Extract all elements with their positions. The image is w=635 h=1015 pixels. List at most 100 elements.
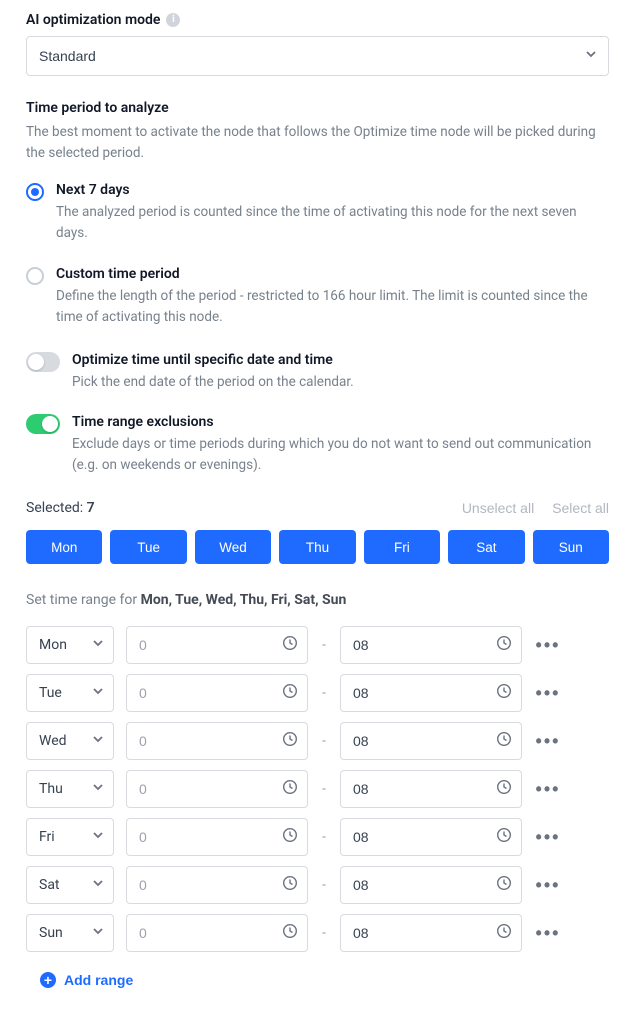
- range-more-button[interactable]: •••: [534, 631, 562, 659]
- toggle-item: Optimize time until specific date and ti…: [26, 352, 609, 393]
- day-button[interactable]: Sat: [448, 530, 524, 564]
- radio-option: Next 7 days The analyzed period is count…: [26, 182, 609, 244]
- range-day-select-wrap: Thu: [26, 770, 114, 808]
- range-day-select-wrap: Tue: [26, 674, 114, 712]
- range-from-input[interactable]: [126, 866, 308, 904]
- opt-mode-label-text: AI optimization mode: [26, 12, 160, 28]
- range-separator: -: [320, 637, 328, 653]
- range-separator: -: [320, 781, 328, 797]
- range-day-select-wrap: Mon: [26, 626, 114, 664]
- radio-control[interactable]: [26, 183, 44, 201]
- day-button[interactable]: Sun: [533, 530, 609, 564]
- range-from-input[interactable]: [126, 722, 308, 760]
- range-day-select[interactable]: Fri: [26, 818, 114, 856]
- range-row: Tue - •••: [26, 674, 609, 712]
- add-range-button[interactable]: + Add range: [26, 962, 133, 988]
- day-button[interactable]: Fri: [364, 530, 440, 564]
- range-to-wrap: [340, 914, 522, 952]
- range-row: Sun - •••: [26, 914, 609, 952]
- selected-count: 7: [87, 500, 95, 516]
- range-to-wrap: [340, 674, 522, 712]
- period-title: Time period to analyze: [26, 100, 609, 116]
- selected-prefix: Selected:: [26, 500, 87, 516]
- opt-mode-select[interactable]: Standard: [26, 36, 609, 76]
- range-from-input[interactable]: [126, 818, 308, 856]
- range-to-input[interactable]: [340, 914, 522, 952]
- range-to-input[interactable]: [340, 626, 522, 664]
- range-row: Sat - •••: [26, 866, 609, 904]
- range-from-wrap: [126, 770, 308, 808]
- range-more-button[interactable]: •••: [534, 919, 562, 947]
- range-from-input[interactable]: [126, 626, 308, 664]
- range-to-input[interactable]: [340, 866, 522, 904]
- range-more-button[interactable]: •••: [534, 871, 562, 899]
- range-day-select[interactable]: Sat: [26, 866, 114, 904]
- radio-option: Custom time period Define the length of …: [26, 266, 609, 328]
- select-all-button[interactable]: Select all: [552, 500, 609, 516]
- dots-icon: •••: [536, 779, 561, 800]
- day-button[interactable]: Thu: [279, 530, 355, 564]
- range-to-wrap: [340, 722, 522, 760]
- range-row: Thu - •••: [26, 770, 609, 808]
- range-day-select[interactable]: Wed: [26, 722, 114, 760]
- opt-mode-label: AI optimization mode i: [26, 12, 609, 28]
- range-more-button[interactable]: •••: [534, 775, 562, 803]
- range-day-select-wrap: Fri: [26, 818, 114, 856]
- range-day-select[interactable]: Sun: [26, 914, 114, 952]
- unselect-all-button[interactable]: Unselect all: [462, 500, 534, 516]
- range-to-input[interactable]: [340, 770, 522, 808]
- dots-icon: •••: [536, 827, 561, 848]
- range-row: Wed - •••: [26, 722, 609, 760]
- range-row: Mon - •••: [26, 626, 609, 664]
- range-from-wrap: [126, 722, 308, 760]
- range-separator: -: [320, 829, 328, 845]
- range-from-input[interactable]: [126, 674, 308, 712]
- range-to-wrap: [340, 866, 522, 904]
- toggle-desc: Exclude days or time periods during whic…: [72, 434, 609, 476]
- toggle-control[interactable]: [26, 352, 60, 372]
- range-separator: -: [320, 733, 328, 749]
- range-day-select[interactable]: Mon: [26, 626, 114, 664]
- toggle-title: Time range exclusions: [72, 414, 609, 430]
- selected-count-label: Selected: 7: [26, 500, 444, 516]
- radio-desc: Define the length of the period - restri…: [56, 286, 609, 328]
- range-to-wrap: [340, 818, 522, 856]
- day-button[interactable]: Wed: [195, 530, 271, 564]
- toggle-desc: Pick the end date of the period on the c…: [72, 372, 609, 393]
- range-more-button[interactable]: •••: [534, 823, 562, 851]
- toggle-control[interactable]: [26, 414, 60, 434]
- range-day-select-wrap: Sat: [26, 866, 114, 904]
- toggle-title: Optimize time until specific date and ti…: [72, 352, 609, 368]
- range-from-input[interactable]: [126, 914, 308, 952]
- day-button[interactable]: Mon: [26, 530, 102, 564]
- range-to-input[interactable]: [340, 722, 522, 760]
- range-separator: -: [320, 685, 328, 701]
- range-from-input[interactable]: [126, 770, 308, 808]
- set-range-label: Set time range for Mon, Tue, Wed, Thu, F…: [26, 592, 609, 608]
- range-from-wrap: [126, 866, 308, 904]
- range-to-wrap: [340, 770, 522, 808]
- range-to-input[interactable]: [340, 818, 522, 856]
- info-icon[interactable]: i: [166, 13, 180, 27]
- dots-icon: •••: [536, 923, 561, 944]
- range-from-wrap: [126, 914, 308, 952]
- radio-control[interactable]: [26, 267, 44, 285]
- range-more-button[interactable]: •••: [534, 679, 562, 707]
- range-day-select[interactable]: Thu: [26, 770, 114, 808]
- range-day-select[interactable]: Tue: [26, 674, 114, 712]
- toggle-item: Time range exclusions Exclude days or ti…: [26, 414, 609, 476]
- period-desc: The best moment to activate the node tha…: [26, 122, 609, 164]
- range-separator: -: [320, 877, 328, 893]
- range-to-input[interactable]: [340, 674, 522, 712]
- dots-icon: •••: [536, 635, 561, 656]
- dots-icon: •••: [536, 875, 561, 896]
- radio-title: Next 7 days: [56, 182, 609, 198]
- range-more-button[interactable]: •••: [534, 727, 562, 755]
- range-day-select-wrap: Sun: [26, 914, 114, 952]
- plus-icon: +: [40, 972, 56, 988]
- add-range-label: Add range: [64, 972, 133, 988]
- set-range-days: Mon, Tue, Wed, Thu, Fri, Sat, Sun: [141, 592, 347, 608]
- day-button[interactable]: Tue: [110, 530, 186, 564]
- dots-icon: •••: [536, 683, 561, 704]
- range-row: Fri - •••: [26, 818, 609, 856]
